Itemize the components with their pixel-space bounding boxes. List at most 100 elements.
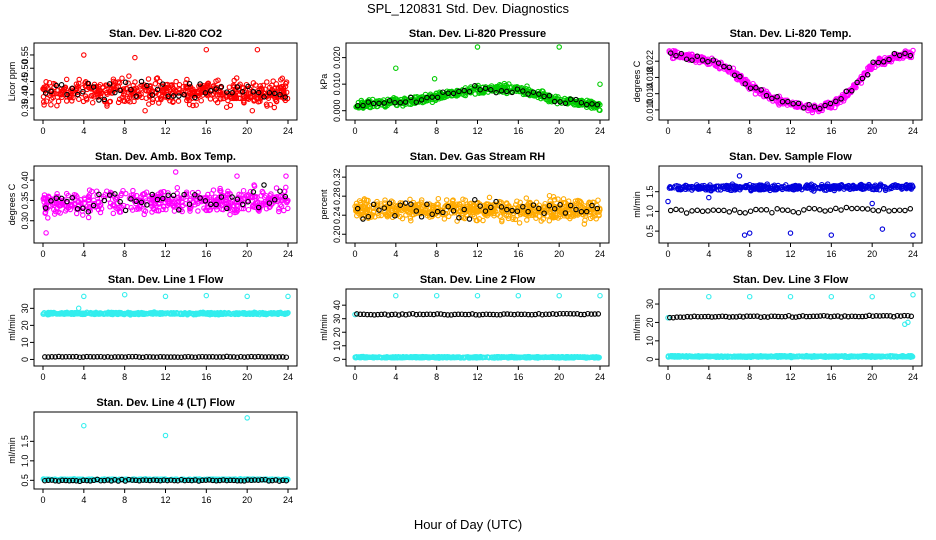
panel-4-point (186, 201, 193, 207)
panel-5-point (488, 204, 494, 211)
panel-7-point (161, 354, 167, 360)
panel-1-point (170, 99, 176, 105)
panel-3-point (873, 59, 880, 66)
panel-1-point (149, 92, 155, 98)
panel-3-point (889, 55, 896, 62)
panel-5-point (555, 215, 561, 221)
panel-5-point (382, 197, 388, 203)
panel-4-point (96, 191, 102, 198)
panel-4-point (74, 206, 81, 212)
panel-8-point (501, 311, 507, 317)
panel-7-point (185, 353, 192, 360)
panel-8-point (368, 311, 374, 318)
panel-1-point (267, 101, 274, 108)
panel-4-point (59, 201, 65, 208)
panel-7-point (241, 354, 248, 360)
panel-1-point (193, 92, 199, 98)
panel-4-point (273, 185, 280, 191)
panel-4-point (195, 208, 201, 214)
panel-4-point (252, 204, 259, 210)
panel-3-point (667, 50, 674, 56)
panel-2-point (514, 86, 521, 92)
panel-4-point (282, 193, 289, 200)
panel-2-point (402, 101, 408, 108)
panel-1-point (279, 83, 285, 90)
panel-3-point (758, 87, 764, 93)
panel-6-point (689, 208, 695, 214)
panel-1-point (112, 89, 118, 96)
panel-6-outlier-point (828, 232, 835, 238)
panel-6-point (811, 205, 818, 212)
panel-7-point (49, 354, 55, 360)
panel-4-point (193, 197, 199, 203)
panel-4-point (149, 203, 155, 210)
panel-8-point (354, 311, 360, 317)
panel-2-point (450, 90, 457, 97)
panel-6-outlier-point (879, 226, 886, 232)
panel-7-point (87, 354, 94, 360)
panel-3-points (666, 47, 916, 116)
panel-9-y-axis-label: ml/min (632, 314, 642, 341)
panel-1-point (149, 99, 156, 105)
panel-1-point (58, 82, 65, 88)
panel-7-point (169, 311, 176, 317)
panel-1-point (63, 76, 70, 83)
panel-9-point (768, 353, 775, 360)
panel-6-point (882, 186, 889, 192)
panel-2-series-2 (354, 83, 601, 109)
panel-3-point (790, 100, 796, 107)
panel-1-point (232, 94, 238, 100)
panel-4-point (171, 208, 178, 214)
panel-1-point (136, 91, 142, 98)
panel-7-point (224, 353, 230, 360)
panel-7-point (255, 353, 262, 360)
panel-7-point (94, 354, 101, 360)
panel-3-point (801, 105, 807, 111)
panel-8-point (445, 312, 451, 318)
panel-8-point (494, 354, 501, 361)
panel-4-point (227, 211, 233, 218)
panel-1-point (250, 80, 257, 86)
panel-4-x-tick-label: 24 (283, 249, 293, 259)
panel-6-point (779, 207, 786, 213)
panel-5-point (402, 206, 409, 212)
panel-2-point (525, 91, 531, 97)
panel-5-point (504, 206, 510, 213)
panel-7-point (266, 354, 272, 360)
panel-1-series-1 (40, 46, 291, 114)
panel-6-point (668, 185, 675, 191)
panel-8-point (483, 311, 490, 317)
panel-1-point (218, 84, 225, 90)
panel-9-x-tick-label: 12 (785, 372, 795, 382)
panel-4-point (281, 207, 287, 214)
panel-6-point (727, 187, 733, 193)
panel-3-point (866, 64, 873, 70)
panel-5-point (408, 201, 414, 208)
panel-3-point (827, 100, 834, 107)
panel-1-point (160, 81, 166, 87)
panel-1-point (184, 76, 190, 83)
panel-8-series-1 (352, 292, 603, 361)
panel-6-point (827, 184, 833, 190)
panel-2-point (530, 89, 537, 95)
panel-5-point (394, 212, 401, 218)
panel-6-point (899, 186, 905, 192)
panel-1-point (278, 76, 284, 83)
panel-2-point (588, 98, 595, 105)
panel-2-point (493, 89, 499, 96)
panel-6-point (864, 206, 871, 212)
panel-7-point (222, 310, 229, 317)
panel-2-points (353, 44, 603, 114)
panel-4-outlier-point (283, 173, 289, 179)
panel-8-point (570, 354, 576, 360)
panel-6-point (752, 186, 759, 192)
panel-4-point (42, 195, 49, 202)
panel-6-point (721, 207, 727, 214)
panel-2-point (472, 83, 478, 89)
panel-8-point (413, 354, 419, 360)
panel-6-point (891, 207, 898, 214)
panel-4-point (97, 202, 104, 208)
panel-8-y-tick-label: 0 (332, 357, 342, 362)
panel-5-point (541, 210, 547, 216)
panel-8-point (448, 312, 455, 318)
